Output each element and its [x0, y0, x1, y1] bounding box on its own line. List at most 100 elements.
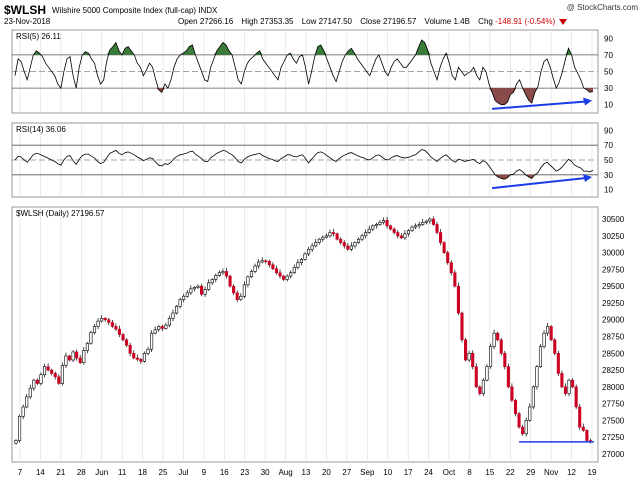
close-label: Close: [360, 17, 381, 26]
candle-body: [506, 366, 510, 388]
candle-body: [456, 285, 460, 314]
candle-body: [242, 284, 246, 297]
candle-body: [503, 352, 507, 368]
candle-body: [331, 232, 336, 235]
candle-body: [446, 252, 450, 263]
candle-body: [328, 232, 332, 237]
candle-body: [478, 386, 482, 394]
candle-body: [171, 312, 175, 319]
y-tick-label: 90: [604, 34, 613, 43]
x-tick-label: 7: [18, 468, 23, 477]
high-label: High: [241, 17, 258, 26]
volume-label: Volume: [424, 17, 452, 26]
candle-body: [128, 344, 132, 354]
trend-arrow-head: [583, 174, 592, 183]
candle-body: [524, 420, 528, 435]
x-tick-label: 18: [138, 468, 147, 477]
candle-body: [374, 224, 378, 227]
x-tick-label: 23: [240, 468, 249, 477]
high-value: 27353.35: [260, 17, 294, 26]
candle-body: [496, 332, 500, 341]
candle-body: [571, 379, 575, 388]
x-tick-label: 13: [302, 468, 311, 477]
x-tick-label: 15: [485, 468, 494, 477]
candle-body: [360, 235, 364, 240]
candle-body: [25, 396, 29, 408]
y-tick-label: 29250: [602, 299, 625, 308]
candle-body: [285, 275, 289, 280]
oversold-fill: [495, 174, 535, 180]
x-tick-label: 8: [467, 468, 472, 477]
candle-body: [324, 235, 328, 238]
candle-body: [403, 233, 407, 239]
candle-body: [321, 236, 325, 240]
x-tick-label: 27: [342, 468, 351, 477]
candle-body: [46, 366, 50, 371]
x-tick-label: 16: [220, 468, 229, 477]
candle-body: [442, 242, 446, 253]
candle-body: [356, 238, 361, 243]
x-tick-label: 11: [118, 468, 127, 477]
y-tick-label: 70: [604, 141, 613, 150]
candle-body: [317, 238, 321, 243]
candle-body: [417, 224, 421, 227]
y-tick-label: 50: [604, 68, 613, 77]
volume-value: 1.4B: [453, 17, 470, 26]
candle-body: [414, 225, 418, 228]
candle-body: [535, 366, 539, 388]
candle-body: [371, 225, 375, 230]
candle-body: [335, 233, 339, 240]
trend-arrow-head: [583, 97, 592, 106]
candle-body: [364, 232, 368, 237]
candle-body: [221, 271, 225, 274]
candle-body: [160, 326, 164, 329]
low-label: Low: [301, 17, 317, 26]
y-tick-label: 30250: [602, 232, 625, 241]
y-tick-label: 90: [604, 126, 613, 135]
trend-arrow-line: [491, 177, 587, 190]
candle-body: [121, 334, 125, 341]
candle-body: [100, 318, 104, 322]
x-tick-label: 29: [526, 468, 535, 477]
candle-body: [71, 351, 75, 361]
candle-body: [517, 413, 521, 428]
open-value: 27266.16: [199, 17, 234, 26]
open-label: Open: [178, 17, 198, 26]
candle-body: [164, 324, 168, 329]
candle-body: [410, 226, 414, 231]
candle-body: [299, 259, 303, 263]
candle-body: [271, 264, 275, 270]
candle-body: [150, 332, 154, 350]
candle-body: [392, 228, 396, 233]
candle-body: [42, 366, 47, 376]
candle-body: [421, 222, 425, 225]
x-tick-label: Sep: [360, 468, 375, 477]
rsi-line: [14, 39, 594, 106]
x-tick-label: Oct: [443, 468, 456, 477]
x-tick-label: 20: [322, 468, 331, 477]
candle-body: [18, 416, 22, 441]
candle-body: [349, 245, 353, 250]
trend-arrow-line: [492, 100, 587, 110]
x-tick-label: Nov: [544, 468, 558, 477]
x-tick-label: Jun: [95, 468, 108, 477]
candle-body: [581, 426, 585, 431]
candle-body: [257, 261, 261, 267]
candle-body: [14, 440, 18, 444]
candle-body: [385, 220, 389, 227]
candle-body: [117, 328, 122, 335]
x-tick-label: 22: [506, 468, 515, 477]
candle-body: [153, 329, 157, 334]
x-tick-label: 25: [159, 468, 168, 477]
candle-body: [253, 265, 257, 272]
candle-body: [260, 260, 264, 263]
candle-body: [135, 357, 139, 360]
candle-body: [214, 275, 218, 280]
y-tick-label: 30000: [602, 249, 625, 258]
candle-body: [57, 376, 61, 384]
candle-body: [406, 230, 411, 235]
candle-body: [378, 222, 382, 225]
candle-body: [528, 406, 532, 421]
candle-body: [453, 272, 457, 287]
y-tick-label: 30: [604, 171, 613, 180]
